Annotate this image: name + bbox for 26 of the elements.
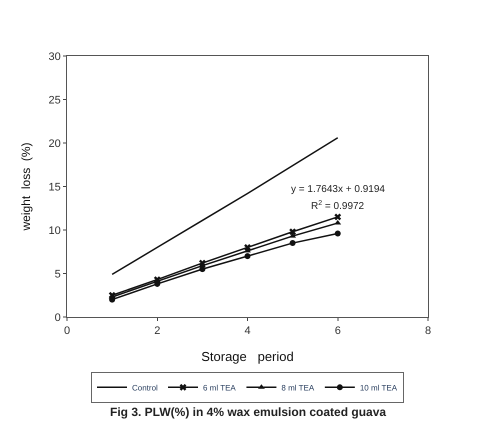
legend-label: 6 ml TEA [203,383,236,392]
legend-label: 10 ml TEA [360,383,398,392]
text: Fig 3. PLW(%) in 4% wax emulsion coated guava [110,405,386,419]
x-tick-label: 8 [424,325,432,338]
x-tick-label: 4 [244,325,251,338]
legend-label: Control [132,383,158,392]
annotation: y = 1.7643x + 0.9194 [291,184,386,195]
y-tick-label: 5 [54,268,61,280]
point [290,240,296,246]
y-tick-label: 20 [48,138,61,150]
y-tick-label: 25 [48,94,61,106]
point [334,214,342,220]
x-axis-title: Storage period [201,348,294,364]
y-tick-label: 10 [48,224,61,237]
x-tick-label: 6 [334,325,341,338]
y-tick-label: 15 [48,181,61,194]
annotation: R$^{2}$ = 0.9972 [311,200,365,212]
x-tick-label: 2 [154,325,160,338]
point [334,230,341,236]
y-axis-title: weight loss (%) [18,142,33,232]
point [244,253,250,260]
legend-label: 8 ml TEA [281,383,315,392]
x-tick-label: 0 [64,325,70,338]
y-tick-label: 0 [54,312,61,324]
point [289,228,296,236]
y-tick-label: 30 [48,50,61,63]
